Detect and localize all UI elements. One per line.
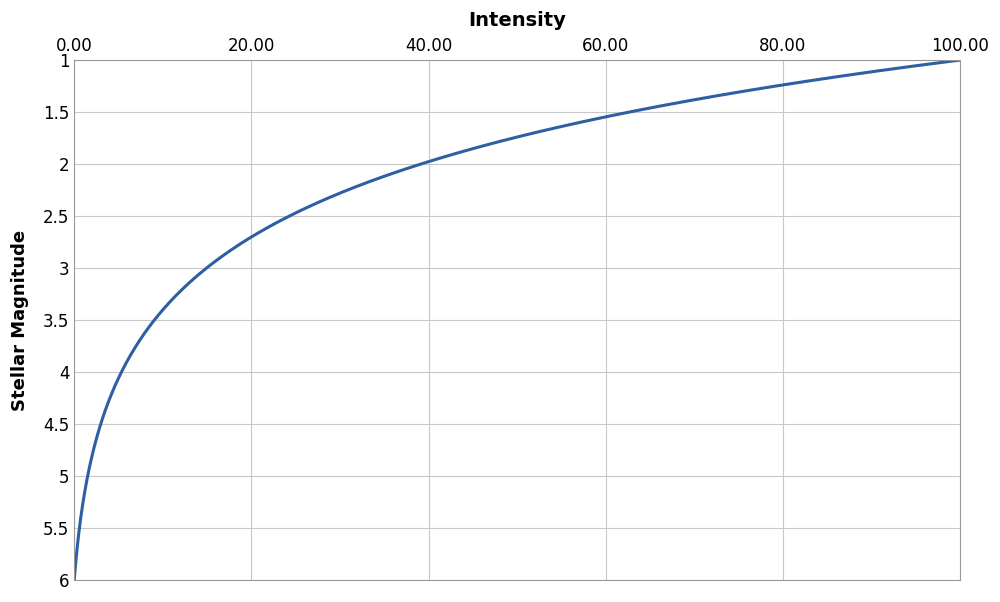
X-axis label: Intensity: Intensity <box>468 11 566 30</box>
Y-axis label: Stellar Magnitude: Stellar Magnitude <box>11 229 29 411</box>
